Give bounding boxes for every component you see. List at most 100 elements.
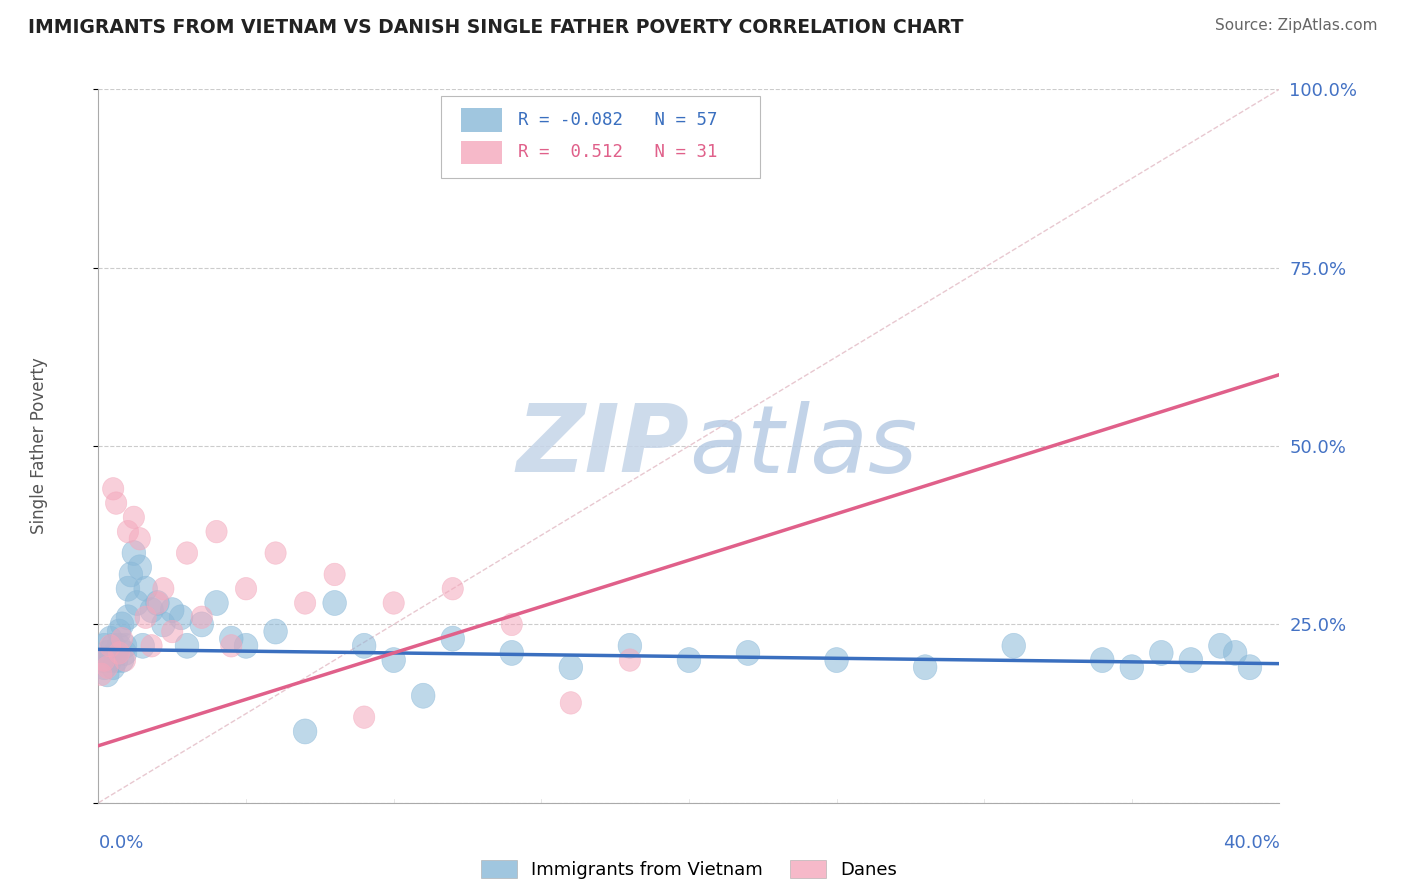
- Ellipse shape: [560, 691, 582, 714]
- Ellipse shape: [1223, 640, 1247, 665]
- Ellipse shape: [105, 491, 127, 515]
- Text: R = -0.082   N = 57: R = -0.082 N = 57: [517, 111, 717, 128]
- Ellipse shape: [619, 633, 641, 658]
- Ellipse shape: [146, 591, 169, 615]
- Ellipse shape: [104, 640, 128, 665]
- Ellipse shape: [100, 634, 121, 657]
- Ellipse shape: [1209, 633, 1232, 658]
- Ellipse shape: [98, 626, 122, 651]
- Ellipse shape: [1091, 648, 1114, 673]
- Ellipse shape: [101, 633, 125, 658]
- Ellipse shape: [107, 633, 131, 658]
- Ellipse shape: [110, 648, 134, 673]
- Ellipse shape: [103, 477, 124, 500]
- Text: 40.0%: 40.0%: [1223, 834, 1279, 852]
- Ellipse shape: [205, 520, 228, 543]
- Ellipse shape: [560, 655, 582, 680]
- Ellipse shape: [110, 612, 134, 637]
- Bar: [461, 141, 502, 164]
- Ellipse shape: [353, 633, 375, 658]
- Ellipse shape: [501, 640, 523, 665]
- Ellipse shape: [114, 648, 135, 672]
- Ellipse shape: [191, 606, 212, 629]
- Ellipse shape: [117, 576, 139, 601]
- Text: IMMIGRANTS FROM VIETNAM VS DANISH SINGLE FATHER POVERTY CORRELATION CHART: IMMIGRANTS FROM VIETNAM VS DANISH SINGLE…: [28, 18, 963, 37]
- Ellipse shape: [264, 541, 287, 565]
- Ellipse shape: [93, 633, 117, 658]
- Ellipse shape: [737, 640, 759, 665]
- Ellipse shape: [122, 541, 146, 566]
- Ellipse shape: [1002, 633, 1025, 658]
- Ellipse shape: [104, 648, 128, 673]
- Ellipse shape: [441, 577, 464, 600]
- Ellipse shape: [678, 648, 700, 673]
- Ellipse shape: [93, 655, 117, 680]
- Ellipse shape: [825, 648, 848, 673]
- Ellipse shape: [235, 577, 257, 600]
- Ellipse shape: [323, 591, 346, 615]
- Ellipse shape: [264, 619, 287, 644]
- Ellipse shape: [94, 648, 115, 672]
- Ellipse shape: [294, 591, 316, 615]
- Ellipse shape: [235, 633, 257, 658]
- Ellipse shape: [108, 641, 129, 665]
- Ellipse shape: [294, 719, 316, 744]
- Ellipse shape: [1180, 648, 1202, 673]
- Ellipse shape: [101, 655, 125, 680]
- Text: ZIP: ZIP: [516, 400, 689, 492]
- Ellipse shape: [131, 633, 155, 658]
- Ellipse shape: [441, 626, 464, 651]
- Ellipse shape: [619, 648, 641, 672]
- Ellipse shape: [1239, 655, 1261, 680]
- Ellipse shape: [117, 520, 139, 543]
- Ellipse shape: [91, 663, 112, 686]
- Legend: Immigrants from Vietnam, Danes: Immigrants from Vietnam, Danes: [474, 853, 904, 887]
- Ellipse shape: [219, 626, 243, 651]
- Ellipse shape: [205, 591, 228, 615]
- Text: Source: ZipAtlas.com: Source: ZipAtlas.com: [1215, 18, 1378, 33]
- Bar: [461, 109, 502, 132]
- Ellipse shape: [139, 598, 163, 623]
- Ellipse shape: [141, 634, 162, 657]
- Ellipse shape: [125, 591, 149, 615]
- Ellipse shape: [146, 591, 169, 615]
- Ellipse shape: [221, 634, 242, 657]
- Ellipse shape: [114, 640, 136, 665]
- Ellipse shape: [162, 620, 183, 643]
- Ellipse shape: [176, 633, 198, 658]
- Ellipse shape: [914, 655, 936, 680]
- Ellipse shape: [129, 527, 150, 550]
- FancyBboxPatch shape: [441, 96, 759, 178]
- Ellipse shape: [124, 506, 145, 529]
- Ellipse shape: [501, 613, 523, 636]
- Ellipse shape: [412, 683, 434, 708]
- Ellipse shape: [98, 648, 122, 673]
- Ellipse shape: [120, 562, 143, 587]
- Ellipse shape: [1150, 640, 1173, 665]
- Ellipse shape: [135, 606, 156, 629]
- Ellipse shape: [160, 598, 184, 623]
- Ellipse shape: [128, 555, 152, 580]
- Text: Single Father Poverty: Single Father Poverty: [31, 358, 48, 534]
- Ellipse shape: [152, 612, 176, 637]
- Ellipse shape: [117, 605, 139, 630]
- Ellipse shape: [382, 648, 405, 673]
- Ellipse shape: [353, 706, 375, 729]
- Ellipse shape: [153, 577, 174, 600]
- Text: atlas: atlas: [689, 401, 917, 491]
- Text: R =  0.512   N = 31: R = 0.512 N = 31: [517, 143, 717, 161]
- Ellipse shape: [190, 612, 214, 637]
- Ellipse shape: [134, 576, 157, 601]
- Ellipse shape: [96, 640, 120, 665]
- Ellipse shape: [323, 563, 346, 586]
- Ellipse shape: [114, 633, 136, 658]
- Text: 0.0%: 0.0%: [98, 834, 143, 852]
- Ellipse shape: [169, 605, 193, 630]
- Ellipse shape: [90, 648, 114, 673]
- Ellipse shape: [96, 662, 120, 687]
- Ellipse shape: [97, 656, 118, 679]
- Ellipse shape: [107, 619, 131, 644]
- Ellipse shape: [176, 541, 198, 565]
- Ellipse shape: [1121, 655, 1143, 680]
- Ellipse shape: [382, 591, 405, 615]
